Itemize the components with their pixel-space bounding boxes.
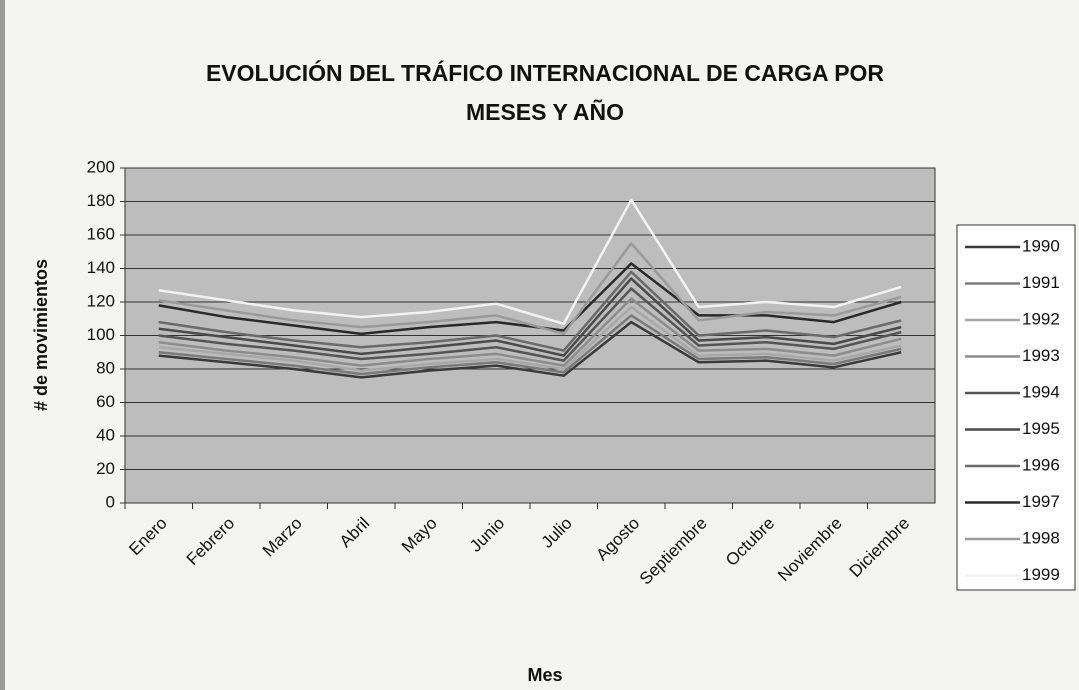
x-tick-label: Diciembre [846, 514, 914, 582]
x-tick-label: Noviembre [774, 514, 846, 586]
series-line [158, 320, 902, 379]
legend-label: 1998 [1022, 528, 1060, 547]
x-tick-label: Marzo [259, 514, 306, 561]
x-tick-label: Julio [538, 514, 576, 552]
y-tick-label: 0 [106, 492, 115, 511]
series-line [158, 297, 902, 367]
legend-label: 1993 [1022, 346, 1060, 365]
y-tick-label: 160 [87, 224, 115, 243]
legend-label: 1994 [1022, 382, 1060, 401]
x-tick-label: Septiembre [636, 514, 711, 589]
scan-edge [0, 0, 5, 690]
legend-label: 1990 [1022, 236, 1060, 255]
y-tick-label: 40 [96, 425, 115, 444]
y-tick-label: 80 [96, 358, 115, 377]
y-tick-label: 140 [87, 258, 115, 277]
chart-title: MESES Y AÑO [466, 98, 624, 125]
x-tick-label: Agosto [592, 514, 643, 565]
legend-label: 1995 [1022, 419, 1060, 438]
series-line [158, 287, 902, 362]
legend-box [956, 224, 1076, 591]
legend-label: 1996 [1022, 455, 1060, 474]
legend-label: 1992 [1022, 309, 1060, 328]
series-line [158, 198, 902, 326]
legend-label: 1999 [1022, 565, 1060, 584]
x-tick-label: Mayo [398, 514, 441, 557]
y-tick-label: 60 [96, 392, 115, 411]
y-axis-label: # de movimientos [31, 259, 51, 411]
x-tick-label: Octubre [722, 514, 778, 570]
y-tick-label: 200 [87, 157, 115, 176]
series-line [158, 262, 902, 336]
legend-label: 1997 [1022, 492, 1060, 511]
x-tick-label: Febrero [183, 514, 239, 570]
legend-label: 1991 [1022, 273, 1060, 292]
y-tick-label: 180 [87, 191, 115, 210]
chart-title: EVOLUCIÓN DEL TRÁFICO INTERNACIONAL DE C… [206, 59, 884, 86]
series-line [158, 277, 902, 357]
x-tick-label: Enero [125, 514, 171, 560]
series-line [158, 242, 902, 336]
series-line [158, 305, 902, 372]
y-tick-label: 120 [87, 291, 115, 310]
x-tick-label: Abril [336, 514, 373, 551]
x-tick-label: Junio [466, 514, 508, 556]
series-line [158, 270, 902, 352]
y-tick-label: 100 [87, 325, 115, 344]
y-tick-label: 20 [96, 459, 115, 478]
series-line [158, 314, 902, 376]
x-axis-label: Mes [527, 665, 562, 685]
